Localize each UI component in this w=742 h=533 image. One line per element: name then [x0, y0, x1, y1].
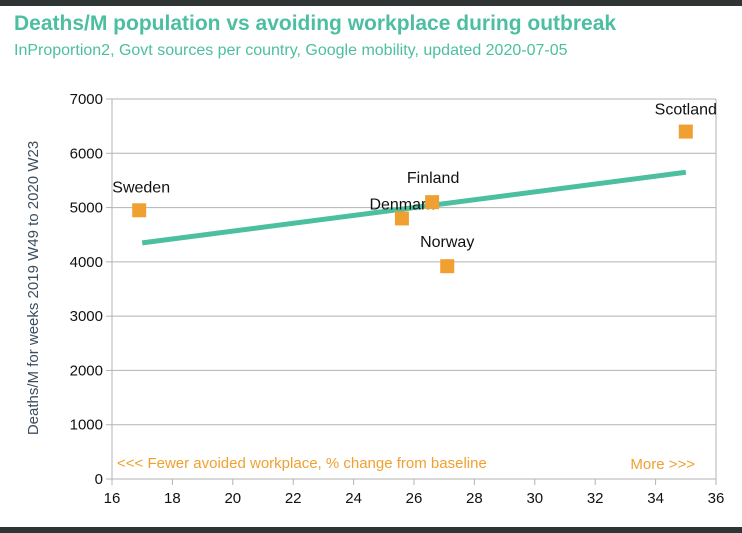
top-border — [0, 0, 742, 6]
x-tick-label: 28 — [466, 490, 483, 507]
x-tick-label: 24 — [345, 490, 362, 507]
x-tick-label: 16 — [104, 490, 121, 507]
bottom-border — [0, 527, 742, 533]
y-tick-label: 5000 — [70, 200, 103, 217]
data-points: Sweden Denmark Finland Norway Scotland — [112, 102, 717, 274]
annotation-right: More >>> — [630, 456, 695, 473]
point-label-scotland: Scotland — [655, 102, 717, 119]
annotation-left: <<< Fewer avoided workplace, % change fr… — [117, 455, 487, 472]
point-scotland — [678, 124, 693, 139]
trend-line-group — [141, 169, 687, 246]
point-denmark — [394, 211, 409, 226]
point-label-finland: Finland — [407, 170, 459, 187]
chart-subtitle: InProportion2, Govt sources per country,… — [14, 42, 568, 59]
gridlines — [112, 98, 716, 480]
x-tick-label: 18 — [164, 490, 181, 507]
y-tick-label: 6000 — [70, 145, 103, 162]
y-tick-labels: 0 1000 2000 3000 4000 5000 6000 7000 — [70, 91, 103, 488]
trend-line — [141, 169, 687, 246]
y-tick-label: 4000 — [70, 254, 103, 271]
x-tick-labels: 16 18 20 22 24 26 28 30 32 34 36 — [104, 490, 725, 507]
x-tick-label: 34 — [647, 490, 664, 507]
y-tick-label: 1000 — [70, 417, 103, 434]
y-tick-label: 3000 — [70, 308, 103, 325]
point-label-norway: Norway — [420, 234, 474, 251]
x-tick-label: 32 — [587, 490, 604, 507]
chart-title: Deaths/M population vs avoiding workplac… — [14, 12, 617, 35]
y-tick-label: 7000 — [70, 91, 103, 108]
x-tick-label: 36 — [708, 490, 725, 507]
point-norway — [440, 259, 455, 274]
point-label-sweden: Sweden — [112, 179, 170, 196]
point-finland — [425, 195, 440, 210]
y-axis-label: Deaths/M for weeks 2019 W49 to 2020 W23 — [25, 141, 42, 435]
y-tick-label: 2000 — [70, 362, 103, 379]
x-tick-label: 22 — [285, 490, 302, 507]
x-tick-label: 26 — [406, 490, 423, 507]
x-tick-label: 20 — [224, 490, 241, 507]
axes — [106, 98, 717, 485]
x-tick-label: 30 — [526, 490, 543, 507]
y-tick-label: 0 — [95, 471, 103, 488]
point-sweden — [132, 203, 147, 218]
point-label-denmark: Denmark — [369, 196, 435, 213]
